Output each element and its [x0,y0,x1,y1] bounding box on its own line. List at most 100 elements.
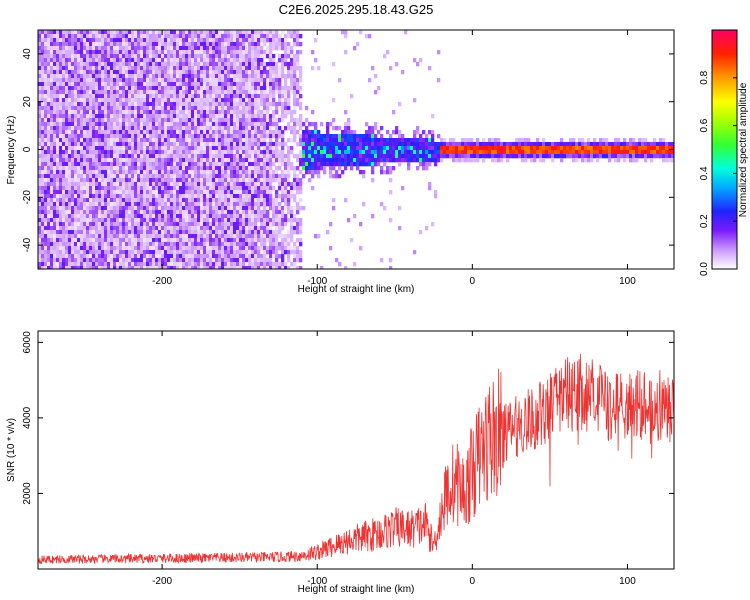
heatmap-cell [164,262,168,267]
heatmap-cell [131,94,135,99]
heatmap-cell [269,154,273,159]
heatmap-cell [92,74,96,79]
heatmap-cell [65,34,69,39]
heatmap-cell [278,82,282,87]
heatmap-cell [68,126,72,131]
heatmap-cell [200,242,204,247]
heatmap-cell [200,158,204,163]
heatmap-cell [38,190,42,195]
heatmap-cell [119,38,123,43]
heatmap-cell [284,174,288,179]
heatmap-cell [200,190,204,195]
heatmap-cell [137,150,141,155]
heatmap-cell [263,62,267,67]
heatmap-cell [65,174,69,179]
heatmap-cell [254,222,258,227]
heatmap-cell [266,238,270,243]
heatmap-cell [215,154,219,159]
heatmap-cell [218,106,222,111]
heatmap-cell [206,154,210,159]
heatmap-cell [182,242,186,247]
heatmap-cell [152,194,156,199]
heatmap-cell [77,74,81,79]
heatmap-cell [104,66,108,71]
heatmap-cell [278,142,282,147]
heatmap-cell [185,106,189,111]
heatmap-cell [68,246,72,251]
heatmap-cell [164,206,168,211]
heatmap-cell [176,210,180,215]
heatmap-cell [170,50,174,55]
heatmap-cell [215,254,219,259]
heatmap-cell [65,90,69,95]
heatmap-cell [92,50,96,55]
heatmap-cell [221,158,225,163]
heatmap-cell [125,58,129,63]
heatmap-cell [62,58,66,63]
heatmap-cell [194,98,198,103]
heatmap-cell [59,266,63,269]
heatmap-cell [143,94,147,99]
heatmap-cell [92,162,96,167]
heatmap-cell [161,254,165,259]
heatmap-cell [242,94,246,99]
heatmap-cell [77,194,81,199]
heatmap-cell [236,154,240,159]
heatmap-cell [98,250,102,255]
heatmap-cell [47,174,51,179]
heatmap-cell [200,202,204,207]
heatmap-cell [185,222,189,227]
heatmap-cell [101,62,105,67]
heatmap-cell [245,190,249,195]
heatmap-cell [203,258,207,263]
heatmap-cell [290,146,294,151]
heatmap-cell [86,106,90,111]
heatmap-cell [230,110,234,115]
heatmap-cell [218,74,222,79]
heatmap-cell [128,110,132,115]
heatmap-cell [284,74,288,79]
heatmap-cell [173,74,177,79]
heatmap-cell [248,182,252,187]
heatmap-cell [74,50,78,55]
heatmap-cell [167,234,171,239]
heatmap-cell [131,114,135,119]
heatmap-cell [257,194,261,199]
heatmap-cell [104,126,108,131]
heatmap-cell [137,54,141,59]
heatmap-cell [38,106,42,111]
heatmap-cell [167,90,171,95]
heatmap-cell [257,154,261,159]
heatmap-cell [215,210,219,215]
heatmap-cell [203,158,207,163]
heatmap-cell [290,182,294,187]
heatmap-cell [98,142,102,147]
heatmap-cell [146,98,150,103]
heatmap-cell [92,154,96,159]
heatmap-cell [269,118,273,123]
heatmap-cell [185,170,189,175]
heatmap-cell [140,182,144,187]
heatmap-cell [164,94,168,99]
heatmap-cell [242,174,246,179]
heatmap-cell [257,174,261,179]
heatmap-cell [86,126,90,131]
heatmap-cell [287,250,291,255]
heatmap-cell [53,30,57,35]
heatmap-cell [206,206,210,211]
heatmap-cell [95,190,99,195]
heatmap-cell [200,150,204,155]
heatmap-cell [107,194,111,199]
heatmap-cell [41,134,45,139]
heatmap-cell [107,134,111,139]
heatmap-cell [116,230,120,235]
heatmap-cell [206,146,210,151]
heatmap-cell [200,230,204,235]
heatmap-cell [74,234,78,239]
heatmap-cell [164,90,168,95]
heatmap-cell [155,110,159,115]
heatmap-cell [101,86,105,91]
heatmap-cell [185,230,189,235]
heatmap-cell [236,130,240,135]
heatmap-cell [116,162,120,167]
